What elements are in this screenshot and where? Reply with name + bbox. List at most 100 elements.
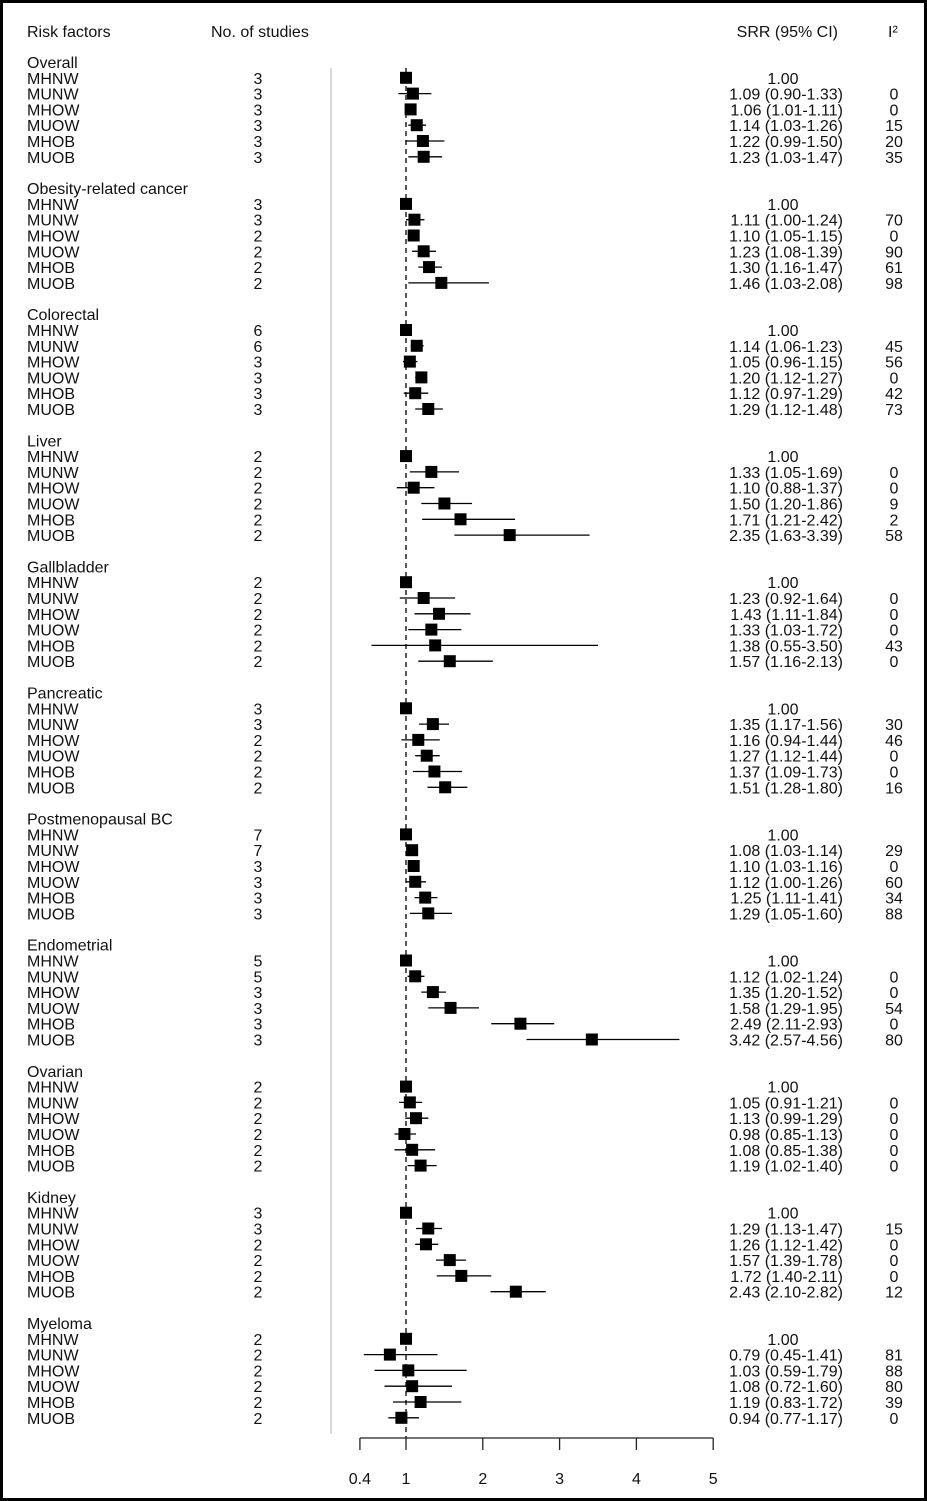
srr-ci-text: 1.72 (1.40-2.11) bbox=[730, 1269, 843, 1286]
row-label: MUOB bbox=[27, 150, 75, 167]
study-count: 2 bbox=[254, 733, 263, 750]
row-label: MUOW bbox=[27, 1253, 80, 1270]
srr-ci-text: 1.46 (1.03-2.08) bbox=[729, 276, 843, 293]
group-label: Pancreatic bbox=[27, 686, 103, 703]
row-label: MHOW bbox=[27, 1111, 80, 1128]
srr-ci-text: 1.10 (1.03-1.16) bbox=[729, 859, 843, 876]
srr-ci-text: 1.29 (1.12-1.48) bbox=[729, 402, 843, 419]
row-label: MUOW bbox=[27, 875, 80, 892]
i2-value: 0 bbox=[890, 591, 899, 608]
srr-ci-text: 1.20 (1.12-1.27) bbox=[729, 370, 843, 387]
srr-ci-text: 1.14 (1.03-1.26) bbox=[729, 118, 843, 135]
row-label: MHOB bbox=[27, 386, 75, 403]
point-estimate-marker bbox=[408, 213, 421, 226]
i2-value: 42 bbox=[885, 386, 903, 403]
i2-value: 29 bbox=[885, 843, 903, 860]
i2-value: 0 bbox=[890, 623, 899, 640]
point-estimate-marker bbox=[439, 781, 452, 794]
point-estimate-marker bbox=[455, 1269, 468, 1282]
point-estimate-marker bbox=[426, 718, 439, 731]
row-label: MUNW bbox=[27, 1095, 79, 1112]
study-count: 3 bbox=[254, 213, 263, 230]
i2-value: 0 bbox=[890, 654, 899, 671]
study-count: 2 bbox=[254, 512, 263, 529]
study-count: 2 bbox=[254, 229, 263, 246]
study-count: 2 bbox=[254, 765, 263, 782]
point-estimate-marker bbox=[509, 1285, 522, 1298]
row-label: MUNW bbox=[27, 591, 79, 608]
row-label: MHNW bbox=[27, 449, 79, 466]
point-estimate-marker bbox=[428, 765, 441, 778]
study-count: 3 bbox=[254, 891, 263, 908]
i2-value: 60 bbox=[885, 875, 903, 892]
group-label: Ovarian bbox=[27, 1064, 83, 1081]
row-label: MHNW bbox=[27, 701, 79, 718]
header-i2: I² bbox=[888, 24, 898, 41]
point-estimate-marker bbox=[407, 860, 420, 872]
row-label: MHOW bbox=[27, 1363, 80, 1380]
srr-reference-text: 1.00 bbox=[767, 449, 798, 466]
i2-value: 90 bbox=[885, 244, 903, 261]
srr-ci-text: 1.25 (1.11-1.41) bbox=[730, 891, 843, 908]
row-label: MHOB bbox=[27, 1143, 75, 1160]
group-label: Liver bbox=[27, 433, 62, 450]
point-estimate-marker bbox=[400, 450, 412, 463]
point-estimate-marker bbox=[414, 1159, 427, 1172]
study-count: 2 bbox=[254, 749, 263, 766]
row-label: MHOB bbox=[27, 134, 75, 151]
row-label: MUOB bbox=[27, 1285, 75, 1302]
point-estimate-marker bbox=[419, 1238, 432, 1251]
srr-ci-text: 1.11 (1.00-1.24) bbox=[730, 213, 843, 230]
srr-reference-text: 1.00 bbox=[767, 197, 798, 214]
study-count: 2 bbox=[254, 1080, 263, 1097]
row-label: MHOB bbox=[27, 1395, 75, 1412]
srr-ci-text: 1.23 (0.92-1.64) bbox=[729, 591, 843, 608]
i2-value: 88 bbox=[885, 906, 903, 923]
study-count: 7 bbox=[254, 827, 263, 844]
study-count: 3 bbox=[254, 355, 263, 372]
i2-value: 45 bbox=[885, 339, 903, 356]
i2-value: 30 bbox=[885, 717, 903, 734]
i2-value: 0 bbox=[890, 749, 899, 766]
srr-ci-text: 1.03 (0.59-1.79) bbox=[729, 1363, 843, 1380]
study-count: 3 bbox=[254, 717, 263, 734]
study-count: 2 bbox=[254, 1285, 263, 1302]
point-estimate-marker bbox=[398, 1128, 411, 1140]
row-label: MUNW bbox=[27, 1348, 79, 1365]
point-estimate-marker bbox=[400, 1080, 412, 1093]
study-count: 3 bbox=[254, 985, 263, 1002]
point-estimate-marker bbox=[407, 229, 420, 242]
i2-value: 39 bbox=[885, 1395, 903, 1412]
srr-ci-text: 1.30 (1.16-1.47) bbox=[729, 260, 843, 277]
study-count: 3 bbox=[254, 1001, 263, 1018]
row-label: MHOW bbox=[27, 355, 80, 372]
row-label: MUOW bbox=[27, 749, 80, 766]
i2-value: 0 bbox=[890, 481, 899, 498]
point-estimate-marker bbox=[415, 371, 428, 384]
row-label: MHNW bbox=[27, 197, 79, 214]
srr-reference-text: 1.00 bbox=[767, 1080, 798, 1097]
row-label: MHOB bbox=[27, 1269, 75, 1286]
i2-value: 20 bbox=[885, 134, 903, 151]
srr-ci-text: 1.58 (1.29-1.95) bbox=[729, 1001, 843, 1018]
point-estimate-marker bbox=[433, 607, 446, 620]
row-label: MUOW bbox=[27, 370, 80, 387]
i2-value: 0 bbox=[890, 370, 899, 387]
i2-value: 80 bbox=[885, 1379, 903, 1396]
srr-ci-text: 1.23 (1.03-1.47) bbox=[729, 150, 843, 167]
header-risk-factors: Risk factors bbox=[27, 24, 111, 41]
i2-value: 15 bbox=[885, 1222, 903, 1239]
row-label: MHNW bbox=[27, 954, 79, 971]
srr-reference-text: 1.00 bbox=[767, 1332, 798, 1349]
row-label: MUNW bbox=[27, 465, 79, 482]
study-count: 2 bbox=[254, 1159, 263, 1176]
point-estimate-marker bbox=[409, 970, 422, 983]
row-label: MHOW bbox=[27, 859, 80, 876]
x-tick-label: 3 bbox=[555, 1471, 564, 1488]
i2-value: 0 bbox=[890, 1127, 899, 1144]
study-count: 6 bbox=[254, 339, 263, 356]
point-estimate-marker bbox=[404, 103, 417, 116]
study-count: 2 bbox=[254, 1127, 263, 1144]
srr-reference-text: 1.00 bbox=[767, 827, 798, 844]
